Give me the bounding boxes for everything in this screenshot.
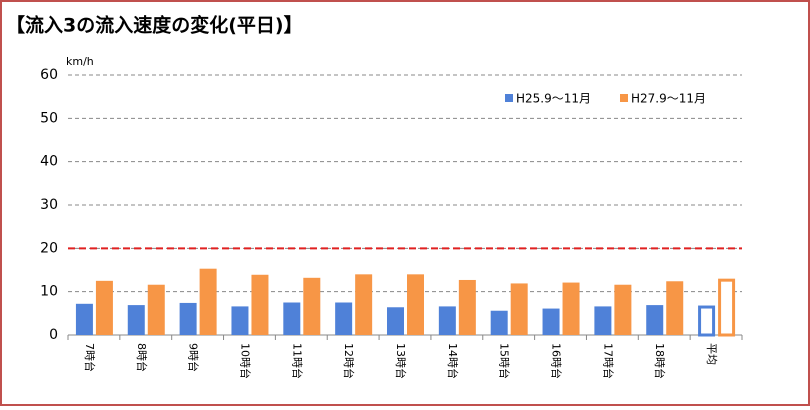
- y-unit: km/h: [66, 55, 94, 68]
- bar: [438, 306, 456, 335]
- bar: [614, 284, 632, 335]
- x-tick-label: 13時台: [394, 343, 408, 379]
- legend-swatch: [620, 94, 628, 102]
- bar: [179, 302, 197, 335]
- bar: [562, 282, 580, 335]
- x-tick-label: 15時台: [498, 343, 512, 379]
- x-tick-label: 14時台: [446, 343, 460, 379]
- y-tick-label: 0: [49, 327, 58, 343]
- x-tick-label: 17時台: [601, 343, 615, 379]
- x-tick-label: 7時台: [83, 343, 97, 372]
- bar: [147, 284, 165, 335]
- bar: [698, 305, 716, 337]
- y-tick-label: 20: [40, 240, 58, 256]
- y-tick-label: 50: [40, 110, 58, 126]
- bar: [303, 277, 321, 335]
- x-tick-label: 平均: [705, 343, 718, 365]
- bar: [594, 306, 612, 335]
- bar: [75, 303, 93, 335]
- x-tick-label: 9時台: [187, 343, 201, 372]
- bar: [510, 283, 528, 335]
- bar: [231, 306, 249, 335]
- bar: [542, 308, 560, 335]
- legend-label: H25.9～11月: [516, 92, 591, 106]
- bar: [718, 278, 736, 337]
- legend-label: H27.9～11月: [631, 92, 706, 106]
- bar: [458, 279, 476, 335]
- x-tick-label: 12時台: [342, 343, 356, 379]
- y-tick-label: 30: [40, 197, 58, 213]
- x-tick-label: 18時台: [653, 343, 667, 379]
- bar: [95, 280, 113, 335]
- bar: [646, 305, 664, 335]
- x-tick-label: 11時台: [290, 343, 304, 379]
- bar: [127, 305, 145, 335]
- x-tick-label: 16時台: [550, 343, 564, 379]
- x-tick-label: 10時台: [238, 343, 252, 379]
- bar: [199, 268, 217, 335]
- bar: [407, 274, 424, 335]
- bar: [251, 274, 269, 335]
- bar: [666, 281, 684, 335]
- y-tick-label: 10: [40, 284, 58, 300]
- bar: [335, 302, 353, 335]
- bar: [490, 310, 508, 335]
- legend-swatch: [505, 94, 513, 102]
- bar: [283, 302, 301, 335]
- x-tick-label: 8時台: [135, 343, 149, 372]
- chart-title: 【流入3の流入速度の変化(平日)】: [6, 14, 303, 37]
- bar: [387, 307, 404, 335]
- bar: [355, 274, 373, 335]
- y-tick-label: 60: [40, 67, 58, 83]
- y-tick-label: 40: [40, 154, 58, 170]
